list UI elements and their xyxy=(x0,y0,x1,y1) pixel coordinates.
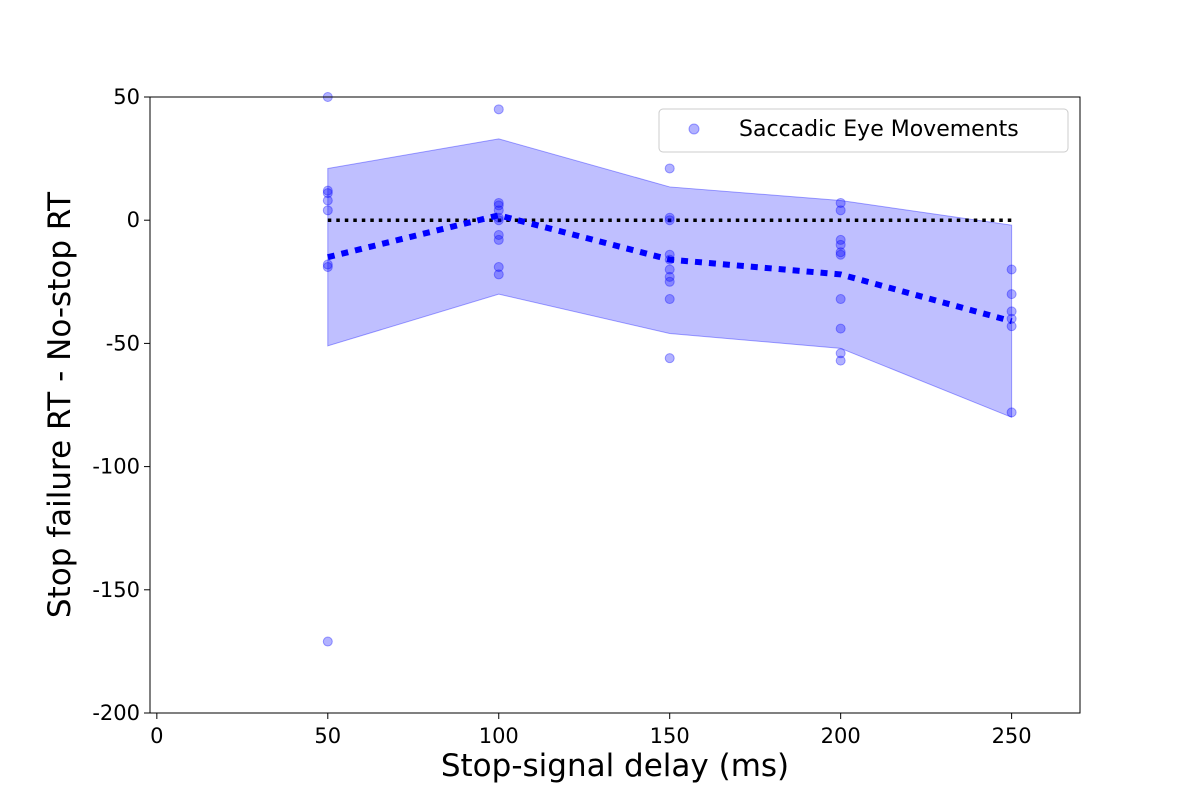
scatter-point xyxy=(322,636,333,647)
confidence-band xyxy=(327,138,1013,419)
mean-line-layer xyxy=(327,212,1013,325)
scatter-point xyxy=(835,294,846,305)
scatter-point xyxy=(664,271,675,282)
legend-entry-saccadic-eye-movements: Saccadic Eye Movements xyxy=(739,117,1019,142)
y-tick-label: -50 xyxy=(106,331,140,355)
scatter-point xyxy=(322,259,333,270)
y-axis-ticks: 50 0 -50 -100 -150 -200 xyxy=(92,85,150,725)
scatter-point xyxy=(493,200,504,211)
scatter-point xyxy=(493,234,504,245)
scatter-point xyxy=(493,262,504,273)
scatter-points-layer xyxy=(322,92,1017,647)
mean-line xyxy=(327,212,1013,325)
scatter-point xyxy=(1006,407,1017,418)
x-tick-label: 250 xyxy=(992,724,1032,748)
scatter-point xyxy=(322,188,333,199)
scatter-point xyxy=(322,195,333,206)
scatter-point xyxy=(493,269,504,280)
y-tick-label: 0 xyxy=(127,208,140,232)
x-tick-label: 100 xyxy=(479,724,519,748)
scatter-point xyxy=(322,185,333,196)
y-tick-label: -200 xyxy=(92,701,140,725)
scatter-point xyxy=(664,254,675,265)
x-tick-label: 0 xyxy=(150,724,163,748)
plot-frame xyxy=(149,96,1081,714)
scatter-point xyxy=(664,264,675,275)
y-tick-label: -100 xyxy=(92,455,140,479)
scatter-point xyxy=(493,104,504,115)
scatter-point xyxy=(322,205,333,216)
scatter-point xyxy=(664,212,675,223)
legend-marker xyxy=(688,123,700,135)
y-tick-label: -150 xyxy=(92,578,140,602)
y-axis-label: Stop failure RT - No-stop RT xyxy=(42,191,78,618)
scatter-point xyxy=(1006,264,1017,275)
scatter-point xyxy=(664,276,675,287)
scatter-point xyxy=(835,239,846,250)
x-axis-label: Stop-signal delay (ms) xyxy=(441,748,789,784)
scatter-point xyxy=(493,229,504,240)
scatter-point xyxy=(664,353,675,364)
scatter-point xyxy=(1006,321,1017,332)
legend-box xyxy=(658,108,1069,153)
scatter-point xyxy=(664,249,675,260)
legend: Saccadic Eye Movements xyxy=(658,108,1069,153)
scatter-point xyxy=(664,294,675,305)
x-tick-label: 200 xyxy=(821,724,861,748)
x-tick-label: 50 xyxy=(314,724,341,748)
scatter-point xyxy=(835,348,846,359)
scatter-point xyxy=(835,323,846,334)
scatter-point xyxy=(493,212,504,223)
scatter-point xyxy=(835,197,846,208)
confidence-band-layer xyxy=(327,138,1013,419)
scatter-point xyxy=(322,262,333,273)
scatter-point xyxy=(1006,306,1017,317)
scatter-point xyxy=(1006,289,1017,300)
scatter-point xyxy=(664,163,675,174)
x-axis-ticks: 0 50 100 150 200 250 xyxy=(150,713,1032,748)
scatter-point xyxy=(493,215,504,226)
scatter-point xyxy=(835,247,846,258)
scatter-point xyxy=(493,197,504,208)
scatter-point xyxy=(1006,313,1017,324)
scatter-point xyxy=(493,205,504,216)
scatter-point xyxy=(835,355,846,366)
x-tick-label: 150 xyxy=(650,724,690,748)
scatter-point xyxy=(835,205,846,216)
scatter-point xyxy=(664,215,675,226)
scatter-point xyxy=(835,234,846,245)
y-tick-label: 50 xyxy=(113,85,140,109)
scatter-point xyxy=(835,249,846,260)
